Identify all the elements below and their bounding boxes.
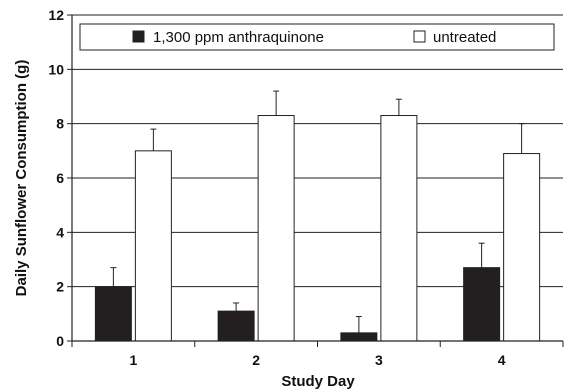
x-tick-label: 1 [129, 352, 137, 368]
legend-label-untreated: untreated [433, 29, 496, 46]
legend-swatch-anthraquinone [132, 30, 145, 43]
y-tick-label: 10 [48, 61, 64, 77]
legend-box [79, 23, 555, 51]
bar-anthraquinone [217, 310, 255, 342]
bar-anthraquinone [340, 332, 378, 342]
x-tick-label: 3 [375, 352, 383, 368]
bar-untreated [134, 150, 172, 342]
y-tick-label: 0 [56, 333, 64, 349]
y-tick-label: 4 [56, 224, 64, 240]
y-tick-label: 2 [56, 279, 64, 295]
y-tick-label: 12 [48, 7, 64, 23]
x-tick-label: 4 [498, 352, 506, 368]
x-axis-title: Study Day [281, 373, 355, 390]
legend-label-anthraquinone: 1,300 ppm anthraquinone [153, 29, 324, 46]
bar-untreated [380, 115, 418, 342]
y-tick-label: 8 [56, 116, 64, 132]
bar-anthraquinone [463, 267, 501, 342]
bar-untreated [257, 115, 295, 342]
x-tick-label: 2 [252, 352, 260, 368]
legend: 1,300 ppm anthraquinone untreated [79, 23, 555, 51]
y-tick-label: 6 [56, 170, 64, 186]
legend-swatch-untreated [413, 30, 426, 43]
y-axis-title: Daily Sunflower Consumption (g) [13, 60, 30, 297]
bars [94, 90, 541, 342]
bar-untreated [503, 153, 541, 342]
bar-anthraquinone [94, 286, 132, 342]
